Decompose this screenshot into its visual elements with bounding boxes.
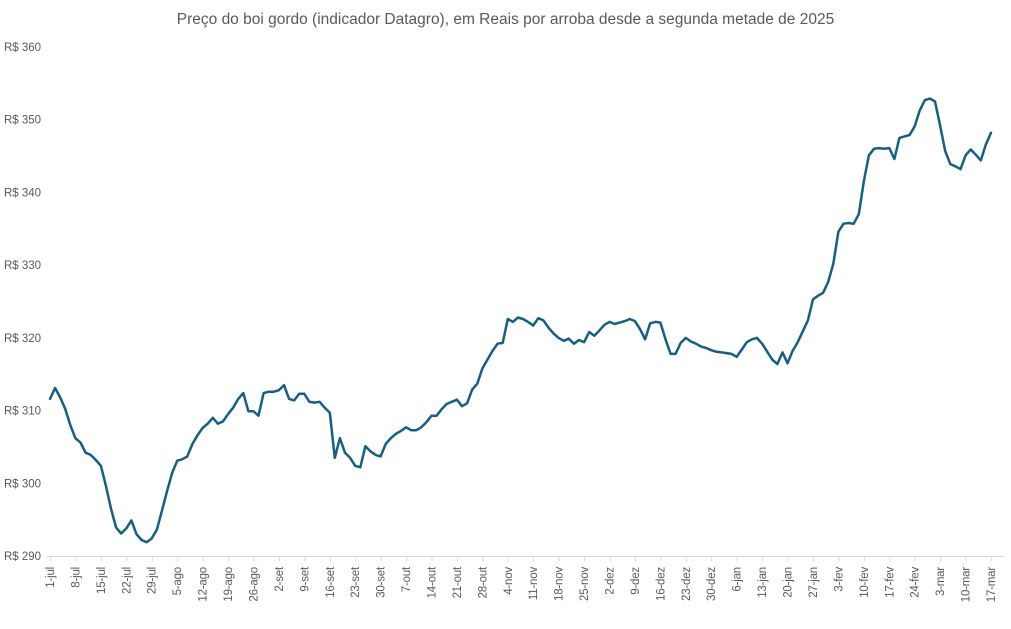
y-axis-label: R$ 310 xyxy=(4,406,41,418)
x-axis-label: 19-ago xyxy=(223,567,235,602)
x-axis-label: 2-set xyxy=(274,566,286,592)
x-axis-label: 26-ago xyxy=(248,567,260,602)
y-axis-label: R$ 360 xyxy=(4,42,41,54)
x-axis-label: 27-jan xyxy=(808,567,820,598)
y-axis-label: R$ 300 xyxy=(4,478,41,490)
x-axis-label: 2-dez xyxy=(605,567,617,595)
x-axis-label: 14-out xyxy=(426,566,438,598)
x-axis-label: 24-fev xyxy=(910,567,922,598)
y-axis-label: R$ 340 xyxy=(4,187,41,199)
x-axis-label: 20-jan xyxy=(783,567,795,598)
x-axis-label: 28-out xyxy=(477,566,489,598)
x-axis-label: 16-set xyxy=(325,566,337,598)
x-axis-label: 15-jul xyxy=(96,567,108,594)
x-axis-label: 18-nov xyxy=(554,567,566,601)
x-axis-label: 10-mar xyxy=(961,567,973,603)
x-axis-label: 22-jul xyxy=(121,567,133,594)
x-axis-label: 12-ago xyxy=(198,567,210,602)
x-axis-label: 11-nov xyxy=(528,567,540,601)
chart-title: Preço do boi gordo (indicador Datagro), … xyxy=(176,11,835,28)
x-axis-label: 23-set xyxy=(350,566,362,598)
x-axis-label: 9-dez xyxy=(630,567,642,595)
x-axis-label: 23-dez xyxy=(681,567,693,601)
x-axis-label: 21-out xyxy=(452,566,464,598)
x-axis-label: 1-jul xyxy=(45,567,57,588)
x-axis-label: 16-dez xyxy=(655,567,667,601)
x-axis-label: 5-ago xyxy=(172,567,184,595)
y-axis-label: R$ 290 xyxy=(4,551,41,563)
x-axis-label: 29-jul xyxy=(147,567,159,594)
price-line xyxy=(48,97,993,544)
x-axis-label: 3-mar xyxy=(935,567,947,596)
x-axis-label: 9-set xyxy=(299,566,311,592)
x-axis-label: 4-nov xyxy=(503,567,515,595)
x-axis-label: 25-nov xyxy=(579,567,591,601)
x-axis-label: 30-dez xyxy=(706,567,718,601)
x-axis-label: 8-jul xyxy=(70,567,82,588)
x-axis-label: 10-fev xyxy=(859,567,871,598)
x-axis-label: 7-out xyxy=(401,566,413,592)
x-axis-label: 30-set xyxy=(376,566,388,598)
x-axis-label: 13-jan xyxy=(757,567,769,598)
x-axis-label: 3-fev xyxy=(833,567,845,592)
y-axis-label: R$ 350 xyxy=(4,115,41,127)
x-axis-label: 6-jan xyxy=(732,567,744,592)
x-axis-label: 17-fev xyxy=(884,567,896,598)
y-axis-label: R$ 330 xyxy=(4,260,41,272)
x-axis-label: 17-mar xyxy=(986,567,998,603)
y-axis-label: R$ 320 xyxy=(4,333,41,345)
